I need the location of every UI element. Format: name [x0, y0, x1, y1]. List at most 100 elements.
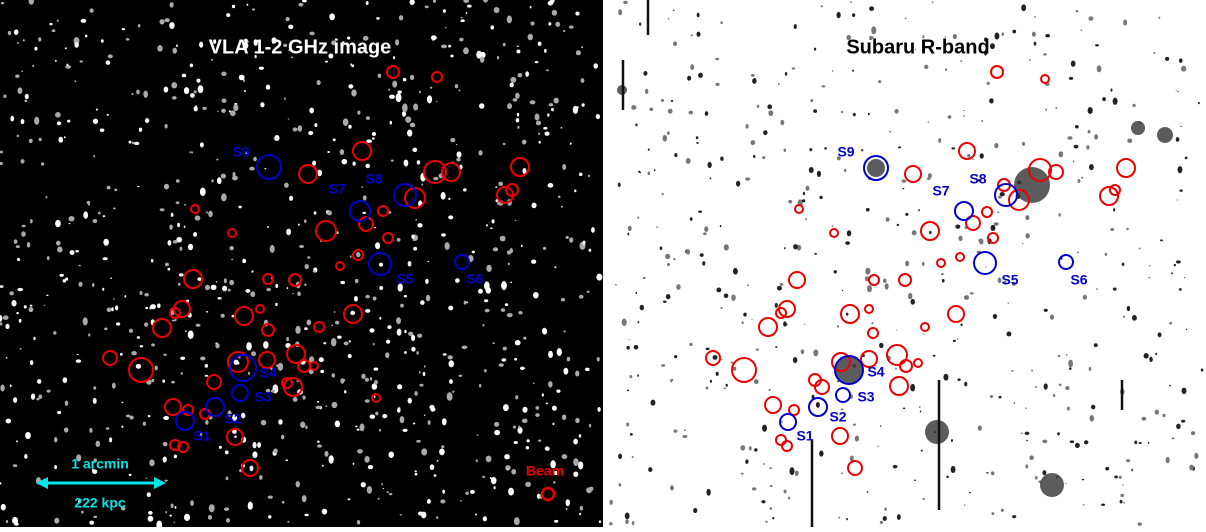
galaxy: [627, 225, 632, 232]
source-label: S6: [1070, 272, 1087, 288]
speck: [139, 290, 143, 295]
galaxy: [1088, 16, 1094, 21]
speck: [482, 475, 485, 478]
speck: [267, 495, 273, 499]
galaxy: [774, 302, 778, 308]
galaxy: [813, 349, 819, 357]
speck: [441, 233, 446, 237]
galaxy: [644, 88, 649, 94]
galaxy: [1165, 56, 1170, 61]
speck: [213, 39, 217, 44]
speck: [309, 31, 315, 36]
galaxy: [854, 435, 860, 442]
speck: [190, 93, 195, 98]
galaxy: [813, 47, 817, 51]
radio-source: [288, 273, 302, 287]
scale-physical: 222 kpc: [74, 495, 126, 511]
galaxy: [1178, 288, 1182, 291]
bright-galaxy: [1040, 473, 1064, 497]
galaxy: [922, 497, 926, 500]
radio-source: [731, 357, 757, 383]
speck: [573, 458, 579, 466]
speck: [429, 464, 435, 471]
galaxy: [772, 516, 775, 520]
speck: [442, 353, 447, 356]
speck: [449, 379, 453, 384]
speck: [21, 224, 26, 228]
galaxy: [841, 289, 844, 292]
galaxy: [689, 217, 693, 221]
speck: [65, 277, 69, 281]
galaxy: [1137, 522, 1142, 526]
speck: [243, 79, 246, 83]
galaxy: [639, 171, 642, 174]
speck: [397, 283, 403, 292]
speck: [349, 255, 352, 258]
source-label: S8: [969, 171, 986, 187]
galaxy: [627, 232, 630, 236]
speck: [289, 195, 294, 201]
speck: [351, 89, 357, 97]
speck: [242, 42, 249, 50]
speck: [433, 176, 439, 181]
speck: [76, 353, 79, 356]
speck: [372, 296, 377, 301]
speck: [478, 288, 483, 294]
speck: [442, 489, 445, 494]
speck: [544, 48, 547, 53]
galaxy: [910, 383, 916, 392]
speck: [543, 126, 548, 130]
speck: [16, 42, 19, 44]
galaxy: [762, 156, 766, 160]
radio-panel: [0, 0, 603, 527]
speck: [588, 248, 592, 252]
speck: [355, 252, 361, 258]
galaxy: [1149, 356, 1153, 363]
galaxy: [1043, 308, 1048, 312]
speck: [163, 86, 169, 93]
radio-source: [255, 304, 265, 314]
speck: [164, 479, 168, 482]
galaxy: [746, 284, 749, 287]
speck: [548, 381, 553, 388]
galaxy: [969, 292, 974, 295]
source-circles: S1 S2 S3 S4 S5 S6 S7 S8 S9 S1 S2 S3 S4 S5 S6 S7 S8 S9: [102, 65, 1136, 477]
speck: [575, 370, 580, 377]
source-marker: [256, 154, 282, 180]
galaxy: [955, 224, 961, 229]
galaxy: [1176, 260, 1181, 264]
speck: [106, 185, 111, 190]
speck: [286, 228, 292, 236]
source-marker: [834, 355, 864, 385]
speck: [574, 189, 577, 193]
radio-source: [152, 318, 172, 338]
speck: [329, 13, 336, 21]
galaxy: [824, 147, 827, 150]
galaxy: [633, 344, 639, 350]
speck: [104, 327, 108, 331]
galaxy: [1024, 431, 1030, 436]
radio-source: [298, 164, 318, 184]
speck: [175, 201, 180, 205]
galaxy: [1094, 134, 1099, 140]
speck: [297, 291, 301, 297]
speck: [578, 434, 582, 438]
speck: [103, 238, 109, 246]
speck: [187, 243, 194, 251]
galaxy: [1181, 387, 1187, 395]
speck: [278, 419, 283, 425]
speck: [131, 92, 134, 96]
radio-source: [775, 434, 787, 446]
galaxy: [1175, 137, 1180, 142]
galaxy: [1104, 252, 1108, 257]
speck: [556, 348, 562, 356]
speck: [190, 500, 194, 507]
galaxy: [1031, 31, 1036, 37]
galaxy: [1184, 156, 1188, 160]
speck: [91, 283, 95, 287]
speck: [292, 292, 294, 295]
galaxy: [977, 425, 982, 431]
galaxy: [869, 6, 875, 11]
galaxy: [919, 410, 922, 413]
galaxy: [1081, 176, 1083, 179]
